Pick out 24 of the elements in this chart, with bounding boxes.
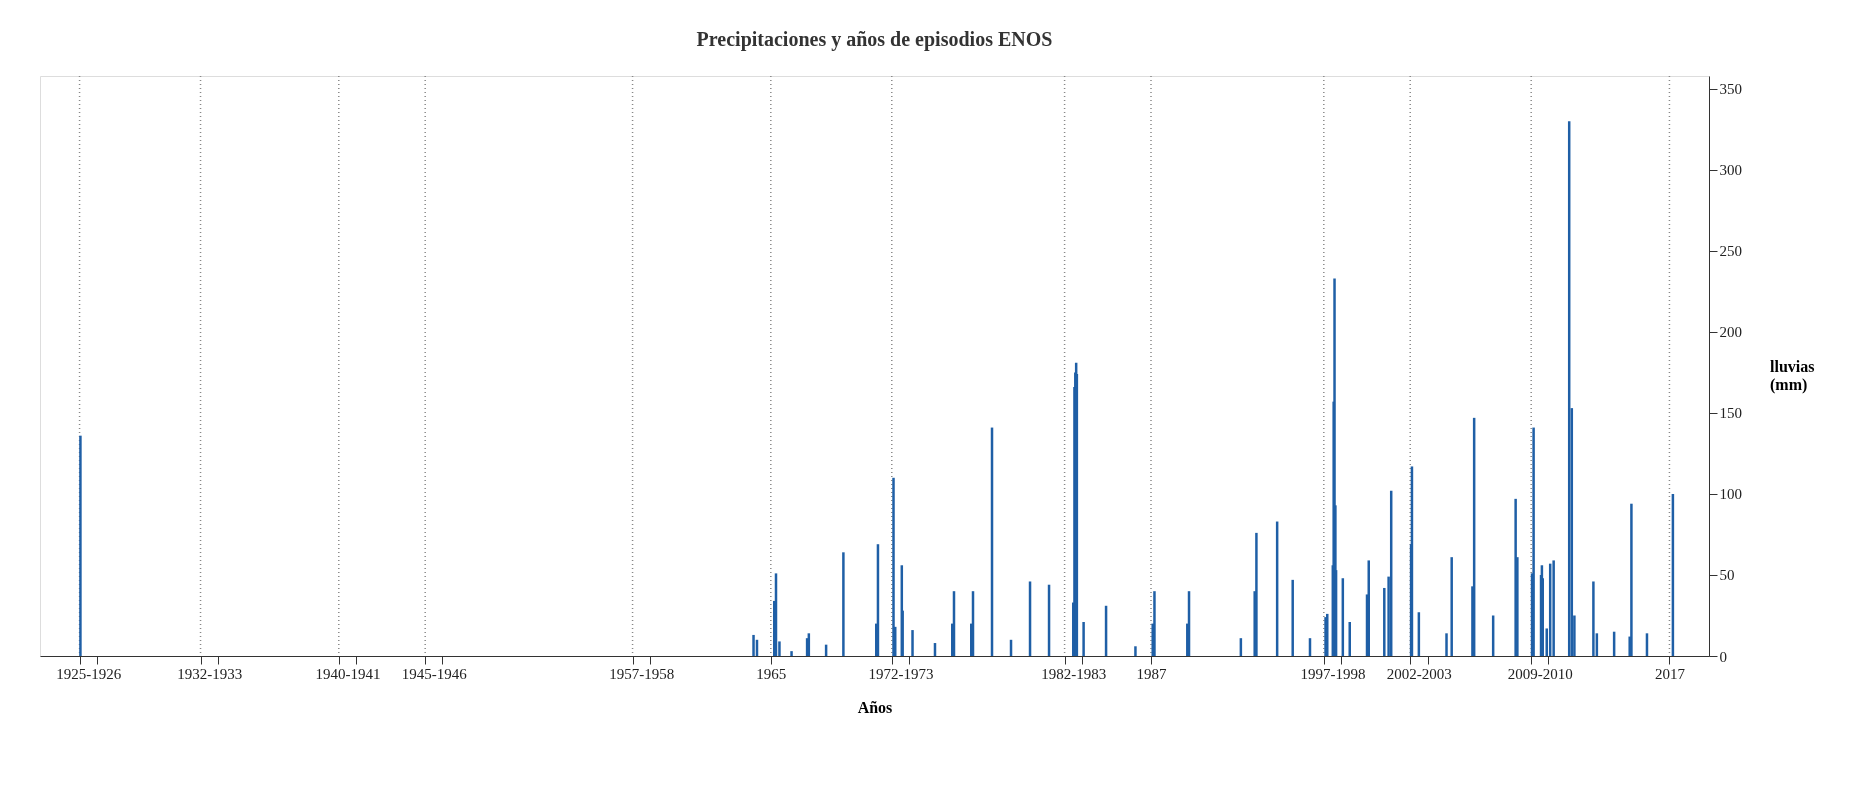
x-tick-label: 1957-1958	[609, 665, 675, 682]
x-tick-label: 1945-1946	[401, 665, 468, 682]
x-tick-label: 1932-1933	[177, 665, 243, 682]
x-tick-label: 1965	[756, 665, 787, 682]
y-tick-label: 350	[1719, 81, 1742, 98]
y-axis-title: lluvias (mm)	[1770, 357, 1815, 394]
x-tick-label: 2002-2003	[1386, 665, 1452, 682]
chart-title: Precipitaciones y años de episodios ENOS	[696, 28, 1053, 52]
y-tick-label: 250	[1719, 243, 1742, 260]
y-tick-label: 0	[1719, 648, 1727, 665]
x-tick-label: 1925-1926	[56, 665, 122, 682]
y-tick-label: 300	[1719, 162, 1742, 179]
x-tick-label: 2009-2010	[1507, 665, 1573, 682]
x-tick-label: 1987	[1136, 665, 1167, 682]
x-tick-label: 1982-1983	[1041, 665, 1107, 682]
x-tick-label: 2017	[1654, 665, 1686, 682]
y-tick-label: 150	[1719, 405, 1742, 422]
x-tick-label: 1940-1941	[315, 665, 381, 682]
x-tick-label: 1997-1998	[1300, 665, 1366, 682]
y-tick-label: 200	[1719, 324, 1742, 341]
x-tick-label: 1972-1973	[868, 665, 934, 682]
x-axis-title: Años	[857, 698, 893, 716]
y-tick-label: 100	[1719, 486, 1742, 503]
y-tick-label: 50	[1719, 567, 1735, 584]
